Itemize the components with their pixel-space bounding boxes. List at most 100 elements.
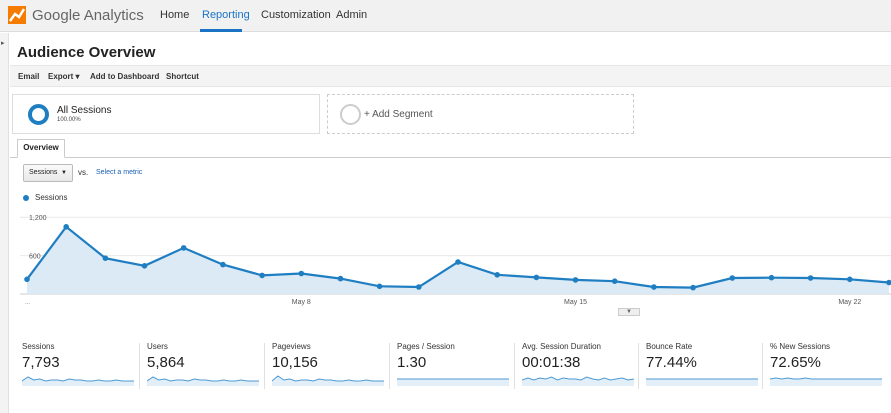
scorecard-value: 77.44% [646,354,697,371]
chart-resize-handle[interactable]: ▼ [618,308,640,316]
sparkline [646,378,758,386]
data-point [455,259,461,265]
sparkline-line [770,377,882,380]
data-point [533,274,540,281]
caret-down-icon: ▼ [61,170,67,176]
scorecard[interactable]: Users 5,864 [147,340,265,390]
data-point [102,255,109,261]
sparkline-area [147,377,259,386]
segment-label: All Sessions [57,105,112,116]
nav-admin[interactable]: Admin [336,9,368,21]
data-point [24,276,30,283]
data-point [259,272,265,279]
nav-reporting[interactable]: Reporting [202,9,250,21]
scorecard-label: Pageviews [272,342,311,351]
segment-all-sessions[interactable]: All Sessions 100.00% [12,94,320,134]
scorecard-value: 7,793 [22,354,60,371]
scorecard[interactable]: Bounce Rate 77.44% [646,340,764,390]
data-point [298,270,305,277]
scorecard-label: % New Sessions [770,342,831,351]
x-tick-label: ... [25,300,30,306]
nav-home[interactable]: Home [160,9,190,21]
data-point [768,274,775,281]
data-point [337,275,344,282]
scorecard[interactable]: Pages / Session 1.30 [397,340,515,390]
data-point [416,284,422,290]
nav-active-indicator [200,29,242,32]
logo[interactable]: Google Analytics [8,6,144,24]
sparkline [22,376,134,386]
sparkline-area [272,376,384,386]
sparkline [770,377,882,386]
scorecard-label: Pages / Session [397,342,455,351]
sparkline-area [522,377,634,386]
export-button[interactable]: Export ▾ [48,72,80,81]
segment-percent: 100.00% [57,117,81,123]
tab-divider [10,157,891,158]
data-point [376,283,383,290]
data-point [494,272,501,278]
sparkline-line [147,376,259,382]
vs-label: vs. [78,168,89,177]
sparkline [272,375,384,386]
data-point [651,284,657,290]
add-to-dashboard-button[interactable]: Add to Dashboard [90,72,160,81]
data-point [611,278,618,284]
scorecard-value: 10,156 [272,354,318,371]
nav-customization[interactable]: Customization [261,9,331,21]
shortcut-button[interactable]: Shortcut [166,72,199,81]
scorecard-divider [264,343,265,389]
sessions-chart[interactable]: 1,200 600... May 8 May 15 May 22 [10,204,891,314]
scorecard-value: 72.65% [770,354,821,371]
sparkline-area [646,379,758,386]
scorecard[interactable]: Sessions 7,793 [22,340,140,390]
scorecard-value: 5,864 [147,354,185,371]
sparkline-line [22,376,134,382]
scorecard[interactable]: % New Sessions 72.65% [770,340,888,390]
scorecard-divider [638,343,639,389]
sidebar-toggle[interactable]: ▸ [0,33,9,413]
sparkline [522,376,634,386]
legend-label: Sessions [35,193,68,202]
data-point [847,276,853,283]
scorecard-label: Users [147,342,168,351]
scorecard-label: Avg. Session Duration [522,342,602,351]
data-point [572,277,579,283]
data-point [729,275,736,281]
tab-overview[interactable]: Overview [17,139,65,158]
scorecard-value: 1.30 [397,354,427,371]
scorecard-divider [514,343,515,389]
sparkline-line [522,376,634,381]
data-point [180,245,187,251]
logo-text: Google Analytics [32,6,144,24]
top-bar: Google Analytics Home Reporting Customiz… [0,0,891,32]
scorecard-divider [389,343,390,389]
legend-dot-icon [23,194,29,201]
scorecard-value: 00:01:38 [522,354,581,371]
scorecard[interactable]: Pageviews 10,156 [272,340,390,390]
scorecard-label: Bounce Rate [646,342,693,351]
scorecard[interactable]: Avg. Session Duration 00:01:38 [522,340,640,390]
data-point [220,261,226,268]
y-tick-label: 1,200 [29,215,47,222]
segment-ring-icon [28,104,49,125]
scorecard-label: Sessions [22,342,55,351]
data-point [141,263,148,269]
metric-dropdown[interactable]: Sessions ▼ [23,164,73,182]
email-button[interactable]: Email [18,72,40,81]
add-segment-button[interactable]: + Add Segment [327,94,634,134]
scorecard-divider [139,343,140,389]
add-segment-ring-icon [340,104,361,125]
x-tick-label: May 8 [292,299,311,306]
chevron-right-icon: ▸ [1,40,5,47]
select-metric-link[interactable]: Select a metric [96,169,143,176]
scorecard-divider [762,343,763,389]
sessions-area [27,226,889,294]
chart-legend: Sessions [23,193,67,202]
x-tick-label: May 15 [564,299,587,306]
sparkline-line [272,375,384,382]
sparkline [397,378,509,386]
analytics-logo-icon [8,6,26,24]
sparkline-area [770,378,882,386]
data-point [690,284,696,291]
